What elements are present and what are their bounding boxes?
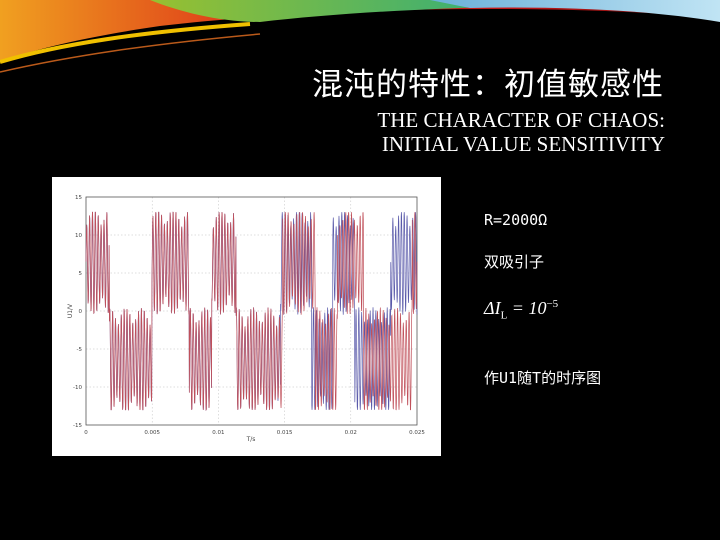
y-tick-label: -15 xyxy=(73,423,82,429)
y-tick-label: 0 xyxy=(79,309,83,315)
plot-series xyxy=(85,211,418,411)
x-tick-label: 0.015 xyxy=(277,430,293,436)
y-axis-label: U1/V xyxy=(67,303,74,318)
series-line-1 xyxy=(85,211,418,411)
delta-il-formula: ΔIL = 10−5 xyxy=(484,298,558,322)
double-attractor-label: 双吸引子 xyxy=(484,253,545,271)
plot-caption: 作U1随T的时序图 xyxy=(484,369,602,387)
formula-lhs: ΔI xyxy=(484,298,501,318)
y-tick-label: 10 xyxy=(75,233,82,239)
y-tick-label: 15 xyxy=(75,195,82,201)
plot-ticks: 0 0.005 0.01 0.015 0.02 0.025 15 10 5 0 -5 -10 -15 xyxy=(73,195,425,436)
x-tick-label: 0.005 xyxy=(144,430,160,436)
y-tick-label: -5 xyxy=(77,347,83,353)
x-tick-label: 0.01 xyxy=(212,430,224,436)
slide-title-chinese: 混沌的特性：初值敏感性 xyxy=(312,67,664,103)
formula-rel: = 10 xyxy=(507,298,547,318)
x-tick-label: 0.025 xyxy=(409,430,425,436)
x-tick-label: 0 xyxy=(84,430,88,436)
time-series-svg: 0 0.005 0.01 0.015 0.02 0.025 15 10 5 0 -5 -10 -15 T… xyxy=(67,195,425,443)
header-swoosh-decoration xyxy=(0,0,720,73)
x-tick-label: 0.02 xyxy=(345,430,357,436)
y-tick-label: -10 xyxy=(73,385,82,391)
slide-title-english-line2: INITIAL VALUE SENSITIVITY xyxy=(381,132,665,156)
parameter-r-label: R=2000Ω xyxy=(484,211,548,229)
formula-subscript: L xyxy=(500,309,508,322)
y-tick-label: 5 xyxy=(79,271,83,277)
x-axis-label: T/s xyxy=(246,436,256,443)
time-series-plot: 0 0.005 0.01 0.015 0.02 0.025 15 10 5 0 -5 -10 -15 T… xyxy=(52,177,441,456)
formula-exponent: −5 xyxy=(546,298,559,310)
slide-title-english-line1: THE CHARACTER OF CHAOS: xyxy=(377,108,665,132)
slide-title-english: THE CHARACTER OF CHAOS: INITIAL VALUE SE… xyxy=(245,108,665,156)
